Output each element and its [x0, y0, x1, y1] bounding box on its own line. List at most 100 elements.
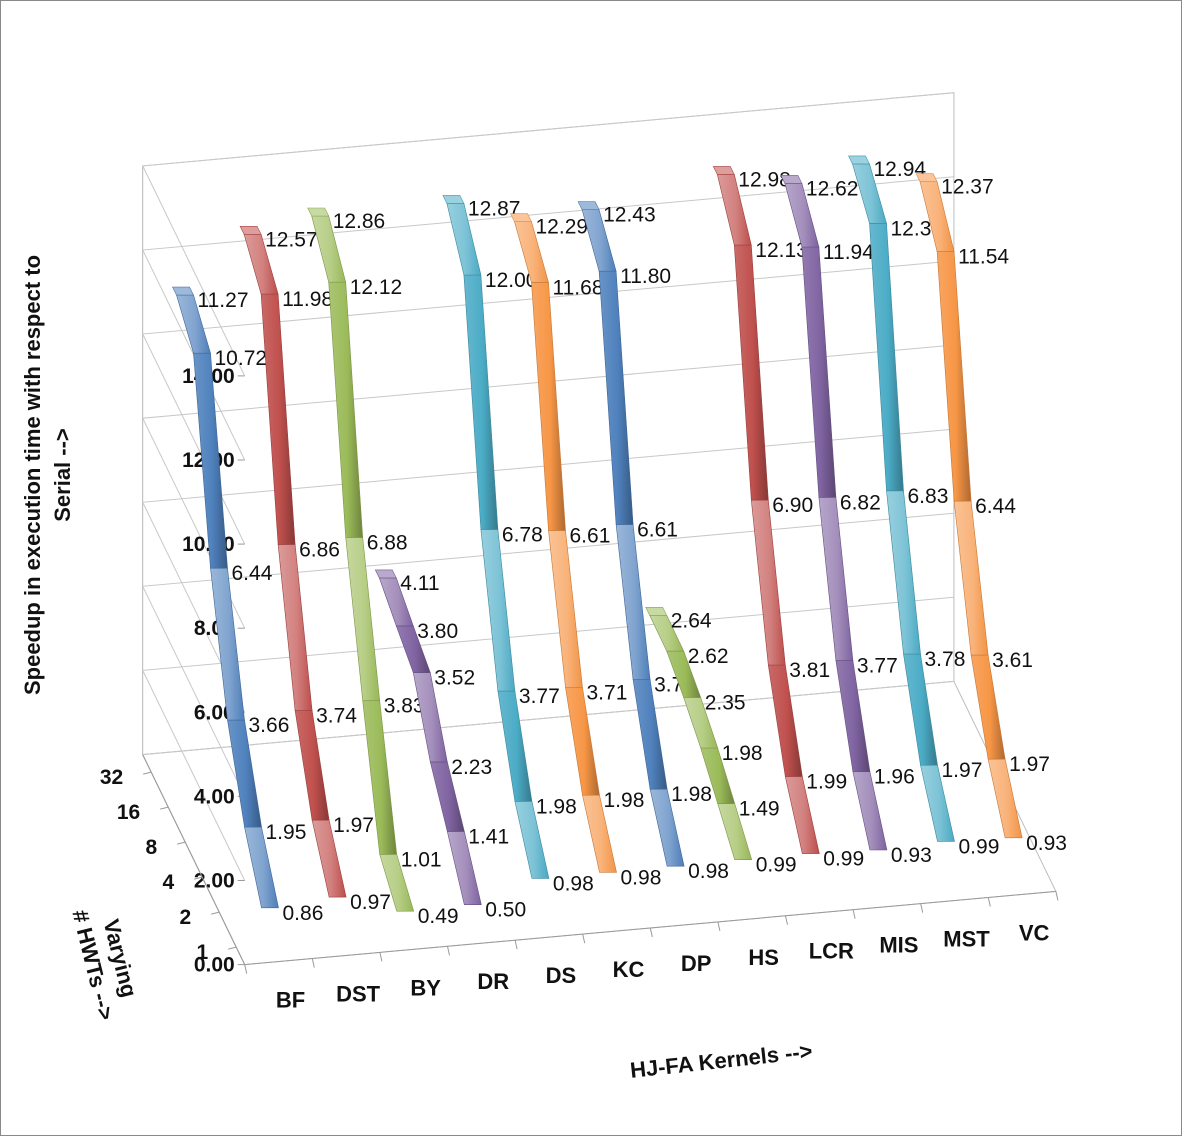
data-label: 10.72: [215, 347, 268, 370]
data-label: 12.43: [603, 204, 656, 227]
data-label: 3.77: [519, 685, 560, 708]
x-tick-mark: [447, 946, 450, 956]
y-tick-label: 4.00: [194, 785, 235, 808]
data-label: 12.94: [874, 158, 927, 181]
data-label: 12.98: [738, 168, 791, 191]
data-label: 1.98: [536, 795, 577, 818]
hwt-tick-label: 16: [117, 801, 140, 824]
series-kc: 0.98 1.98 3.71 6.61 11.68 12.29: [510, 213, 662, 889]
data-label: 12.87: [468, 197, 521, 220]
x-axis-title: HJ-FA Kernels -->: [629, 1038, 814, 1083]
data-label: 6.83: [908, 485, 949, 508]
data-label: 1.49: [739, 798, 780, 821]
ribbon-cap: [577, 201, 600, 210]
data-label: 3.77: [857, 655, 898, 678]
y-axis-title-line: Serial -->: [50, 428, 75, 522]
ribbon-cap: [172, 286, 194, 296]
y-tick-label: 6.00: [194, 701, 235, 724]
ribbon-cap: [915, 173, 938, 182]
data-label: 3.71: [587, 682, 628, 705]
y-axis-title-line: Speedup in execution time with respect t…: [20, 255, 45, 695]
data-label: 6.61: [570, 525, 611, 548]
ribbon-cap: [239, 226, 262, 235]
category-label: HS: [748, 945, 779, 970]
data-label: 11.68: [553, 276, 604, 299]
data-label: 1.96: [874, 766, 915, 789]
data-label: 3.52: [434, 667, 475, 690]
data-label: 3.83: [384, 695, 425, 718]
data-label: 1.98: [722, 742, 763, 765]
data-label: 6.61: [637, 518, 678, 541]
data-label: 6.82: [840, 491, 881, 514]
data-label: 1.97: [333, 814, 374, 837]
z-axis-title: Varying# HWTs -->: [67, 901, 146, 1023]
z-axis-line: [142, 754, 246, 965]
data-label: 2.64: [671, 609, 712, 632]
y-tick-label: 2.00: [194, 870, 235, 893]
z-tick-mark: [228, 946, 237, 950]
data-label: 12.13: [755, 239, 808, 262]
z-tick-mark: [143, 771, 152, 775]
ribbon-cap: [780, 175, 803, 184]
category-label: VC: [1019, 920, 1050, 945]
category-label: DR: [477, 969, 509, 994]
ribbon-cap: [307, 207, 330, 217]
category-label: LCR: [809, 939, 854, 964]
category-label: BF: [276, 988, 305, 1013]
x-tick-mark: [379, 952, 383, 962]
data-label: 3.74: [316, 705, 357, 728]
category-label: BY: [410, 975, 441, 1000]
data-label: 6.78: [502, 524, 543, 547]
series-by: 0.49 1.01 3.83 6.88 12.12 12.86: [307, 207, 459, 928]
y-tick-label: 0.00: [194, 954, 235, 977]
data-label: 6.88: [367, 532, 408, 555]
gridline: [141, 92, 954, 377]
data-label: 1.98: [671, 783, 712, 806]
data-label: 6.44: [232, 562, 273, 585]
category-label: KC: [613, 957, 645, 982]
data-label: 6.86: [299, 538, 340, 561]
data-label: 12.62: [806, 177, 859, 200]
ribbon-cap: [510, 213, 532, 222]
data-label: 11.54: [958, 246, 1009, 269]
hwt-tick-label: 1: [197, 941, 209, 964]
hwt-tick-label: 8: [146, 836, 158, 859]
data-label: 0.50: [485, 899, 526, 922]
ribbon-cap: [374, 569, 397, 579]
data-label: 3.61: [992, 649, 1033, 672]
series-hs: 0.99 1.49 1.98 2.35 2.62 2.64: [645, 606, 797, 877]
data-label: 0.99: [959, 835, 1000, 858]
x-tick-mark: [649, 927, 653, 938]
data-label: 3.80: [417, 620, 458, 643]
x-tick-mark: [852, 909, 856, 919]
data-label: 0.97: [350, 891, 391, 914]
ribbon-segment: [953, 500, 989, 656]
data-label: 0.93: [891, 844, 932, 867]
data-label: 1.98: [604, 789, 645, 812]
series-mis: 0.93 1.96 3.77 6.82 11.94 12.62: [780, 175, 932, 867]
z-tick-mark: [177, 841, 186, 845]
data-label: 0.98: [621, 866, 662, 889]
category-label: MST: [943, 927, 990, 952]
data-label: 12.00: [485, 269, 538, 292]
data-label: 6.44: [975, 495, 1016, 518]
hwt-tick-label: 4: [163, 871, 175, 894]
x-tick-mark: [920, 903, 924, 913]
data-label: 1.99: [806, 771, 847, 794]
data-label: 11.27: [198, 289, 249, 312]
category-label: DS: [546, 963, 577, 988]
category-label: MIS: [879, 933, 918, 958]
x-tick-mark: [514, 940, 518, 950]
ribbon-cap: [442, 195, 465, 204]
data-label: 0.93: [1026, 832, 1067, 855]
series-bf: 0.86 1.95 3.66 6.44 10.72 11.27: [172, 286, 324, 925]
data-label: 0.86: [283, 902, 324, 925]
data-label: 1.97: [1009, 753, 1050, 776]
gridline: [141, 596, 954, 881]
x-tick-mark: [244, 964, 248, 974]
ribbon-cap: [645, 606, 668, 616]
x-tick-mark: [311, 958, 315, 968]
